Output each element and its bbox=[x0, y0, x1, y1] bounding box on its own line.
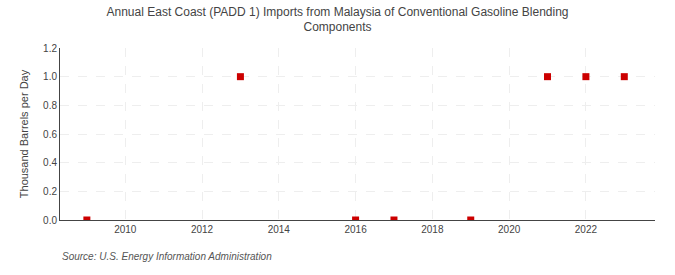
svg-text:Annual East Coast (PADD 1) Imp: Annual East Coast (PADD 1) Imports from … bbox=[107, 5, 569, 35]
svg-text:0.4: 0.4 bbox=[43, 157, 57, 168]
svg-text:0.2: 0.2 bbox=[43, 186, 57, 197]
svg-text:2022: 2022 bbox=[575, 224, 598, 235]
svg-text:0.0: 0.0 bbox=[43, 215, 57, 226]
svg-text:Thousand Barrels per Day: Thousand Barrels per Day bbox=[18, 69, 30, 198]
svg-text:0.8: 0.8 bbox=[43, 100, 57, 111]
svg-text:2018: 2018 bbox=[421, 224, 444, 235]
svg-text:2014: 2014 bbox=[268, 224, 291, 235]
svg-text:1.0: 1.0 bbox=[43, 71, 57, 82]
svg-text:2010: 2010 bbox=[114, 224, 137, 235]
svg-text:2016: 2016 bbox=[344, 224, 367, 235]
svg-text:0.6: 0.6 bbox=[43, 129, 57, 140]
svg-text:Source: U.S. Energy Informatio: Source: U.S. Energy Information Administ… bbox=[62, 251, 272, 262]
svg-text:1.2: 1.2 bbox=[43, 43, 57, 54]
svg-text:2012: 2012 bbox=[191, 224, 214, 235]
svg-text:2020: 2020 bbox=[498, 224, 521, 235]
